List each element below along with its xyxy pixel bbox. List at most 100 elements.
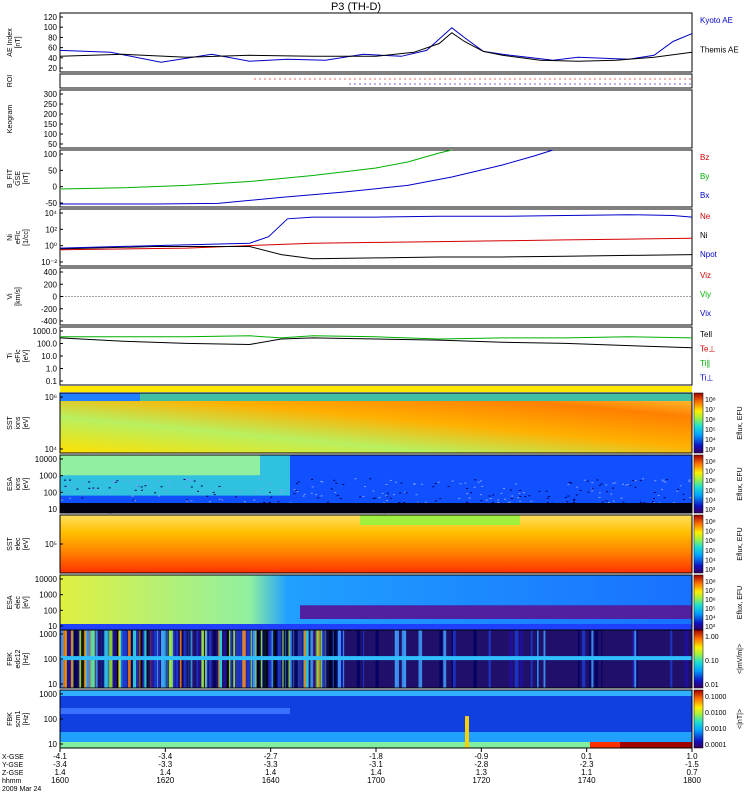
spectrogram-speckle: [596, 479, 599, 481]
roi-dot: [434, 83, 436, 85]
roi-dot: [364, 83, 366, 85]
roi-dot: [579, 78, 581, 80]
colorbar-tick: 0.0001: [705, 742, 727, 749]
velocity-zero-dot: [173, 296, 175, 297]
velocity-zero-dot: [383, 296, 385, 297]
y-tick-label: 10⁶: [45, 393, 57, 402]
spectrogram-speckle: [168, 486, 171, 488]
spectrogram-speckle: [260, 494, 263, 496]
roi-dot: [384, 83, 386, 85]
velocity-zero-dot: [584, 296, 586, 297]
y-tick-label: 200: [44, 110, 58, 119]
y-tick-label: 50: [48, 140, 57, 149]
roi-dot: [374, 83, 376, 85]
y-tick-label: 100: [44, 715, 58, 724]
velocity-zero-dot: [182, 296, 184, 297]
roi-dot: [404, 83, 406, 85]
y-label-line: Ti: [7, 353, 14, 359]
velocity-zero-dot: [389, 296, 391, 297]
spectrogram-speckle: [480, 500, 483, 502]
spectrogram-speckle: [268, 491, 271, 493]
x-tick-label: 1700: [367, 776, 385, 785]
y-tick-label: 10⁵: [45, 540, 57, 549]
y-label-line: eFlc: [15, 230, 22, 244]
legend-entry: Tell: [700, 330, 712, 339]
spectrogram-speckle: [158, 495, 161, 497]
velocity-zero-dot: [647, 296, 649, 297]
spectrogram-speckle: [652, 502, 655, 504]
velocity-zero-dot: [569, 296, 571, 297]
spectrogram-speckle: [334, 491, 337, 493]
spectrogram-speckle: [260, 488, 263, 490]
colorbar-label-text: Eflux, EFU: [737, 406, 744, 439]
roi-dot: [654, 78, 656, 80]
panel-spec5: FBK edc12 [Hz] 1000 100 10 1.00 0.10 0.01 <|mV/m|…: [7, 629, 744, 689]
velocity-zero-dot: [224, 296, 226, 297]
x-tick-label: -0.9: [474, 752, 488, 761]
spectrogram-speckle: [405, 492, 408, 494]
roi-dot: [324, 78, 326, 80]
y-label-line: [eV]: [23, 350, 30, 363]
velocity-zero-dot: [245, 296, 247, 297]
roi-dot: [634, 83, 636, 85]
roi-dot: [389, 78, 391, 80]
velocity-zero-dot: [107, 296, 109, 297]
velocity-zero-dot: [206, 296, 208, 297]
y-tick-label: 10⁻²: [41, 258, 57, 267]
roi-dot: [254, 78, 256, 80]
colorbar: [693, 514, 704, 574]
spectrogram-speckle: [434, 482, 437, 484]
velocity-zero-dot: [239, 296, 241, 297]
spectrogram-speckle: [64, 485, 67, 487]
roi-dot: [444, 83, 446, 85]
velocity-zero-dot: [428, 296, 430, 297]
y-tick-label: 120: [44, 13, 58, 22]
roi-dot: [424, 83, 426, 85]
roi-dot: [629, 83, 631, 85]
spectrogram-speckle: [511, 495, 514, 497]
roi-dot: [354, 78, 356, 80]
velocity-zero-dot: [350, 296, 352, 297]
velocity-zero-dot: [149, 296, 151, 297]
velocity-zero-dot: [110, 296, 112, 297]
velocity-zero-dot: [83, 296, 85, 297]
roi-dot: [369, 83, 371, 85]
velocity-zero-dot: [512, 296, 514, 297]
y-axis-label: AE Index [nT]: [7, 28, 22, 57]
velocity-zero-dot: [644, 296, 646, 297]
spectrogram-spike: [465, 716, 469, 748]
y-tick-label: -200: [41, 305, 58, 314]
spectrogram-speckle: [333, 479, 336, 481]
colorbar-tick: 10⁸: [705, 579, 716, 586]
spectrogram-speckle: [187, 479, 190, 481]
spectrogram-speckle: [258, 478, 261, 480]
spectrogram-speckle: [468, 497, 471, 499]
spectrogram-speckle: [612, 500, 615, 502]
velocity-zero-dot: [269, 296, 271, 297]
roi-dot: [599, 78, 601, 80]
y-tick-label: 10: [48, 622, 57, 631]
velocity-zero-dot: [671, 296, 673, 297]
spectrogram-speckle: [186, 499, 189, 501]
roi-dot: [424, 78, 426, 80]
y-tick-label: 250: [44, 100, 58, 109]
spectrogram-speckle: [113, 481, 116, 483]
spectrogram-band: [60, 742, 692, 748]
x-tick-label: 0.1: [581, 752, 593, 761]
spectrogram-speckle: [268, 501, 271, 503]
series-line: [59, 27, 693, 63]
spectrogram-speckle: [160, 486, 163, 488]
y-axis-label: ESA ions [eV]: [7, 477, 30, 491]
y-tick-label: 100: [44, 23, 58, 32]
roi-dot: [409, 78, 411, 80]
y-tick-label: 10: [48, 740, 57, 749]
x-axis-row-label: Y-GSE: [2, 762, 23, 769]
roi-dot: [649, 83, 651, 85]
spectrogram-speckle: [666, 479, 669, 481]
velocity-zero-dot: [296, 296, 298, 297]
colorbar-tick: 10⁸: [705, 519, 716, 526]
spectrogram-speckle: [317, 497, 320, 499]
roi-dot: [559, 78, 561, 80]
spectrogram-speckle: [651, 501, 654, 503]
